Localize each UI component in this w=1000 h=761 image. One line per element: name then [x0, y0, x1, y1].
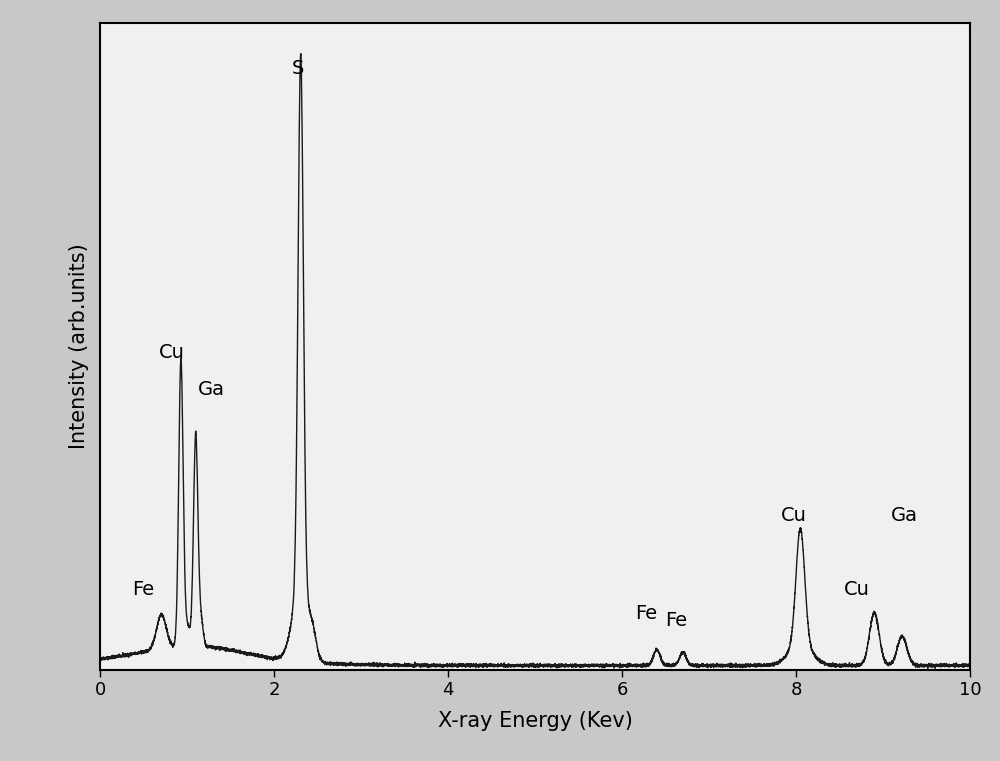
Text: Fe: Fe [635, 604, 657, 623]
Text: Ga: Ga [891, 506, 918, 525]
Text: Fe: Fe [665, 610, 687, 629]
Text: Cu: Cu [844, 580, 870, 599]
Text: Cu: Cu [158, 342, 184, 361]
Y-axis label: Intensity (arb.units): Intensity (arb.units) [69, 244, 89, 449]
Text: Cu: Cu [780, 506, 806, 525]
Text: Fe: Fe [132, 580, 155, 599]
X-axis label: X-ray Energy (Kev): X-ray Energy (Kev) [438, 711, 632, 731]
Text: S: S [292, 59, 305, 78]
Text: Ga: Ga [197, 380, 224, 399]
